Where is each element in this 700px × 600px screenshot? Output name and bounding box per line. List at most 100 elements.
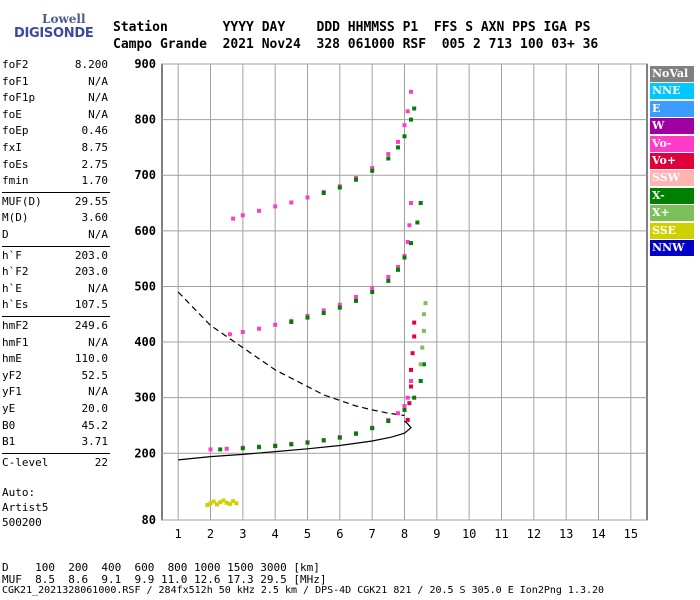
trace-point	[409, 117, 413, 122]
trace-point	[421, 312, 426, 317]
trace-point	[289, 320, 294, 324]
trace-point	[418, 201, 423, 205]
param-name: M(D)	[2, 211, 29, 225]
trace-point	[218, 500, 223, 505]
param-row: B1 3.71	[2, 435, 108, 451]
param-value: 1.70	[81, 174, 109, 188]
y-tick-label: 400	[134, 335, 156, 349]
trace-point	[396, 145, 400, 150]
logo-line1: Lowell	[42, 12, 86, 26]
trace-point	[412, 106, 417, 111]
param-name: B0	[2, 418, 16, 432]
param-name: foEp	[2, 124, 29, 138]
trace-point	[409, 241, 413, 246]
param-value: 203.0	[74, 248, 108, 262]
param-value: 203.0	[74, 265, 108, 279]
y-tick-label: 900	[134, 57, 156, 71]
legend-item: SSW	[650, 170, 694, 187]
trace-point	[218, 447, 223, 452]
trace-point	[354, 298, 358, 303]
logo-line2: DIGISONDE	[14, 26, 94, 41]
param-value: 107.5	[74, 298, 108, 312]
param-row: M(D) 3.60	[2, 211, 108, 227]
y-tick-label: 200	[134, 446, 156, 460]
trace-point	[370, 168, 375, 173]
param-name: D	[2, 228, 9, 241]
trace-point	[354, 177, 358, 182]
trace-point	[257, 326, 261, 331]
param-row: hmF1 N/A	[2, 336, 108, 352]
trace-point	[409, 367, 413, 372]
param-value: 29.55	[74, 194, 108, 208]
param-row: MUF(D) 29.55	[2, 195, 108, 211]
param-value: 8.75	[81, 141, 109, 154]
param-row: fxI 8.75	[2, 141, 108, 157]
trace-point	[231, 216, 236, 221]
param-separator	[2, 245, 110, 247]
param-value: 2.75	[81, 157, 109, 171]
trace-point	[405, 109, 410, 114]
trace-point	[415, 220, 420, 225]
x-tick-label: 10	[462, 527, 476, 541]
param-name: fmin	[2, 174, 29, 188]
x-tick-label: 13	[559, 527, 573, 541]
param-value: N/A	[88, 91, 108, 105]
trace-point	[402, 123, 407, 128]
param-value: 8.200	[74, 58, 108, 71]
param-name: C-level	[2, 455, 49, 469]
x-tick-label: 12	[527, 527, 541, 541]
param-value: N/A	[88, 107, 108, 121]
trace-point	[396, 265, 400, 269]
param-row: foF1p N/A	[2, 91, 108, 107]
param-value: N/A	[88, 74, 108, 88]
trace-point	[224, 500, 229, 505]
x-tick-label: 4	[272, 527, 279, 541]
param-value: N/A	[88, 228, 108, 241]
x-tick-label: 14	[591, 527, 605, 541]
y-tick-label: 80	[142, 513, 156, 527]
muf-table-distance: D 100 200 400 600 800 1000 1500 3000 [km…	[2, 561, 320, 574]
x-tick-label: 11	[494, 527, 508, 541]
y-tick-label: 500	[134, 279, 156, 293]
trace-point	[418, 379, 423, 383]
param-row: h`F2 203.0	[2, 265, 108, 281]
param-name: yE	[2, 402, 16, 415]
param-row: hmE 110.0	[2, 352, 108, 368]
param-row: hmF2 249.6	[2, 319, 108, 335]
param-row: foEp 0.46	[2, 124, 108, 140]
header-labels: Station YYYY DAY DDD HHMMSS P1 FFS S AXN…	[113, 20, 591, 35]
param-row: C-level 22	[2, 456, 108, 472]
trace-point	[386, 152, 391, 157]
trace-point	[412, 395, 417, 400]
trace-point	[208, 501, 213, 506]
trace-point	[321, 191, 326, 195]
x-tick-label: 6	[336, 527, 343, 541]
trace-point	[407, 223, 412, 228]
trace-point	[396, 267, 400, 272]
param-value: N/A	[88, 335, 108, 349]
param-value: 249.6	[74, 319, 108, 332]
trace-point	[321, 438, 326, 443]
muf-curve	[177, 291, 405, 417]
trace-point	[289, 442, 294, 447]
trace-point	[420, 345, 425, 350]
trace-point	[354, 431, 358, 436]
trace-point	[273, 444, 278, 448]
trace-point	[370, 426, 375, 431]
grid-lines	[162, 63, 647, 521]
ionogram-traces	[205, 89, 428, 507]
trace-point	[402, 255, 407, 260]
param-value: 22	[94, 455, 108, 469]
autoscaling-code: 500200	[2, 516, 42, 529]
x-tick-label: 2	[207, 527, 214, 541]
trace-point	[405, 240, 410, 244]
y-tick-label: 700	[134, 168, 156, 182]
y-axis-ticks: 80 200 300 400 500 600 700 800 900	[134, 57, 156, 527]
trace-point	[418, 362, 423, 367]
trace-point	[240, 213, 245, 218]
x-tick-label: 8	[401, 527, 408, 541]
trace-point	[234, 501, 239, 506]
param-value: 0.46	[81, 124, 109, 138]
x-tick-label: 7	[369, 527, 376, 541]
